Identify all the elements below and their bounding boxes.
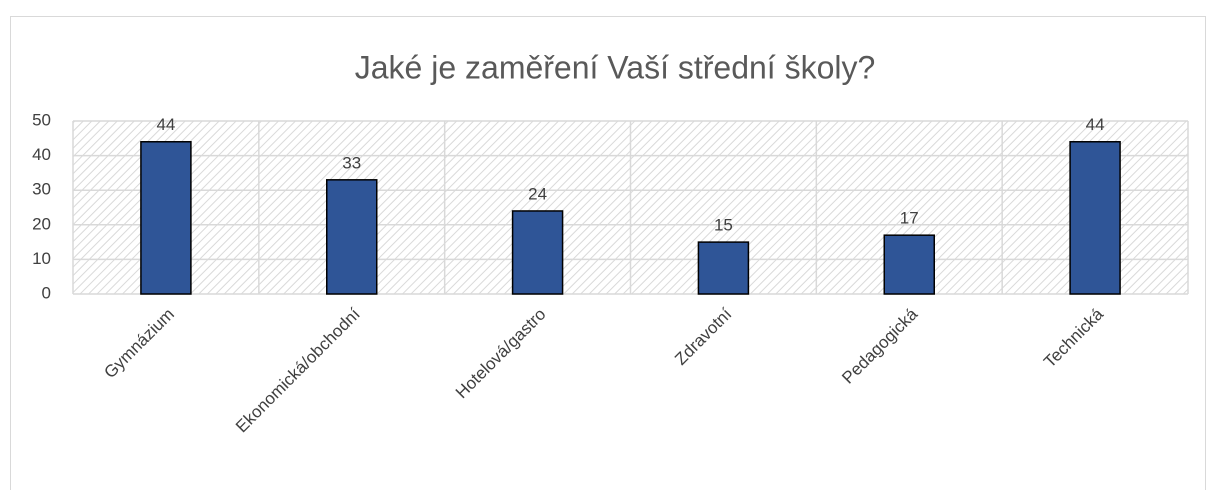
chart-border xyxy=(10,16,1206,490)
x-tick-label: Pedagogická xyxy=(838,304,921,387)
y-tick-label: 50 xyxy=(32,110,51,129)
data-label: 44 xyxy=(156,115,175,134)
data-label: 24 xyxy=(528,184,547,203)
bar xyxy=(697,241,750,295)
y-tick-label: 30 xyxy=(32,180,51,199)
data-label: 44 xyxy=(1086,115,1105,134)
bar xyxy=(511,210,564,295)
x-tick-label: Hotelová/gastro xyxy=(452,305,550,403)
data-label: 17 xyxy=(900,209,919,228)
bar xyxy=(140,141,192,295)
y-tick-label: 10 xyxy=(32,249,51,268)
y-tick-label: 0 xyxy=(42,283,51,302)
y-tick-label: 20 xyxy=(32,214,51,233)
x-tick-label: Technická xyxy=(1040,304,1107,371)
x-tick-label: Ekonomická/obchodní xyxy=(232,304,364,436)
bar xyxy=(1069,141,1121,295)
y-tick-label: 40 xyxy=(32,145,51,164)
x-tick-label: Gymnázium xyxy=(100,305,178,383)
x-tick-label: Zdravotní xyxy=(671,304,735,368)
data-label: 15 xyxy=(714,216,733,235)
chart-title: Jaké je zaměření Vaší střední školy? xyxy=(355,49,876,85)
data-label: 33 xyxy=(342,153,361,172)
bar xyxy=(883,234,935,295)
bar xyxy=(326,179,378,295)
